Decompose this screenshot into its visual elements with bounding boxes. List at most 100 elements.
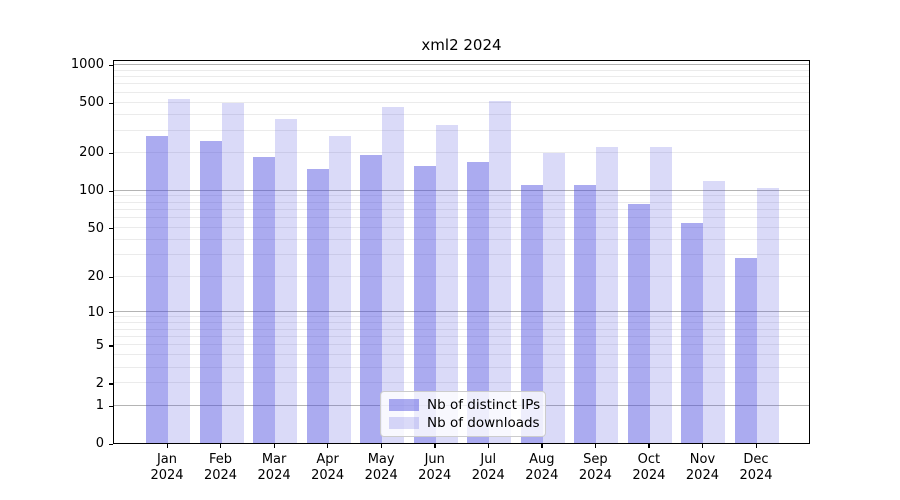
- bar-distinct-ips: [520, 184, 543, 443]
- gridline-minor: [114, 69, 809, 71]
- bar-downloads: [382, 106, 405, 443]
- y-axis-tick-label: 500: [79, 95, 104, 111]
- x-axis-tick-label: Jan 2024: [135, 452, 199, 484]
- legend-row-downloads: Nb of downloads: [389, 415, 540, 432]
- x-axis-tick: [701, 444, 704, 448]
- bar-downloads: [168, 99, 190, 443]
- y-axis-tick: [109, 383, 113, 385]
- y-axis-tick: [109, 190, 113, 192]
- x-axis-tick-label: Oct 2024: [617, 452, 681, 484]
- x-tick-year: 2024: [203, 468, 238, 483]
- x-tick-month: Dec: [743, 452, 769, 467]
- gridline-minor: [114, 239, 809, 241]
- bar-downloads: [435, 125, 458, 443]
- gridline-major: [114, 189, 809, 191]
- x-axis-tick: [166, 444, 168, 448]
- x-tick-year: 2024: [578, 468, 612, 483]
- x-tick-year: 2024: [257, 468, 291, 483]
- bar-distinct-ips: [360, 154, 383, 443]
- bar-distinct-ips: [627, 203, 650, 443]
- x-axis-tick-label: Aug 2024: [510, 452, 574, 484]
- x-axis-tick-label: Apr 2024: [296, 452, 360, 484]
- gridline-minor: [114, 195, 809, 197]
- y-axis-tick: [109, 64, 113, 67]
- chart-title: xml2 2024: [421, 36, 502, 54]
- gridline-minor: [114, 382, 809, 384]
- x-tick-month: Jul: [480, 452, 497, 467]
- gridline-minor: [114, 227, 809, 229]
- x-axis-tick-label: Mar 2024: [242, 452, 306, 484]
- x-axis-tick: [327, 444, 329, 448]
- legend-row-distinct-ips: Nb of distinct IPs: [389, 396, 541, 413]
- x-axis-tick: [220, 444, 222, 448]
- legend-swatch-downloads: [389, 417, 419, 430]
- bar-distinct-ips: [253, 156, 276, 443]
- y-axis-tick: [109, 102, 113, 105]
- x-axis-tick: [594, 444, 597, 448]
- bar-distinct-ips: [467, 161, 490, 443]
- gridline-minor: [114, 322, 809, 324]
- gridline-minor: [114, 366, 809, 368]
- y-axis-tick: [109, 228, 113, 230]
- y-axis-tick-label: 2: [95, 375, 104, 391]
- y-axis-tick: [109, 345, 113, 347]
- gridline-minor: [114, 335, 809, 337]
- bar-downloads: [542, 153, 565, 443]
- legend-label-downloads: Nb of downloads: [427, 415, 540, 432]
- bar-downloads: [649, 146, 672, 443]
- x-axis-tick: [434, 444, 436, 448]
- bar-distinct-ips: [735, 258, 757, 443]
- gridline-minor: [114, 344, 809, 346]
- bar-downloads: [489, 101, 512, 443]
- gridline-major: [114, 63, 809, 65]
- bar-downloads: [275, 119, 298, 443]
- bar-downloads: [703, 181, 726, 443]
- plot-area: [113, 60, 810, 444]
- x-tick-month: May: [367, 452, 395, 467]
- y-axis-tick-label: 1000: [70, 57, 104, 73]
- gridline-minor: [114, 354, 809, 356]
- bar-distinct-ips: [199, 140, 222, 443]
- x-tick-year: 2024: [632, 468, 666, 483]
- x-tick-year: 2024: [311, 468, 345, 483]
- gridline-minor: [114, 83, 809, 85]
- legend: Nb of distinct IPs Nb of downloads: [380, 391, 546, 437]
- gridline-minor: [114, 129, 809, 131]
- x-tick-year: 2024: [525, 468, 559, 483]
- x-tick-year: 2024: [364, 468, 398, 483]
- gridline-minor: [114, 208, 809, 210]
- bar-distinct-ips: [574, 184, 597, 443]
- gridline-minor: [114, 101, 809, 103]
- x-tick-year: 2024: [150, 468, 184, 483]
- gridline-minor: [114, 114, 809, 116]
- x-axis-tick: [755, 444, 757, 448]
- x-axis-tick-label: Feb 2024: [189, 452, 253, 484]
- x-axis-tick-label: Jul 2024: [456, 452, 520, 484]
- bar-distinct-ips: [146, 136, 168, 443]
- gridline-minor: [114, 254, 809, 256]
- bar-distinct-ips: [306, 169, 329, 443]
- y-axis-tick: [109, 276, 113, 278]
- bar-distinct-ips: [681, 223, 704, 443]
- legend-label-distinct-ips: Nb of distinct IPs: [427, 396, 541, 413]
- y-axis-tick-label: 20: [87, 269, 104, 285]
- y-axis-tick: [109, 312, 113, 314]
- y-axis-tick: [109, 405, 113, 407]
- y-axis-tick-label: 1: [95, 398, 104, 414]
- x-axis-tick-label: Nov 2024: [670, 452, 734, 484]
- gridline-minor: [114, 151, 809, 153]
- y-axis-tick-label: 10: [87, 304, 104, 320]
- x-axis-tick: [380, 444, 382, 448]
- y-axis-tick-label: 200: [79, 145, 104, 161]
- x-tick-year: 2024: [418, 468, 452, 483]
- y-axis-tick: [109, 443, 113, 445]
- y-axis-tick-label: 0: [95, 436, 104, 451]
- y-axis-tick-label: 100: [79, 183, 104, 199]
- x-tick-month: Sep: [583, 452, 608, 467]
- x-tick-month: Mar: [261, 452, 287, 467]
- y-axis-tick: [109, 152, 113, 155]
- bar-downloads: [221, 103, 244, 443]
- x-axis-tick-label: Dec 2024: [724, 452, 788, 484]
- x-tick-month: Jan: [156, 452, 178, 467]
